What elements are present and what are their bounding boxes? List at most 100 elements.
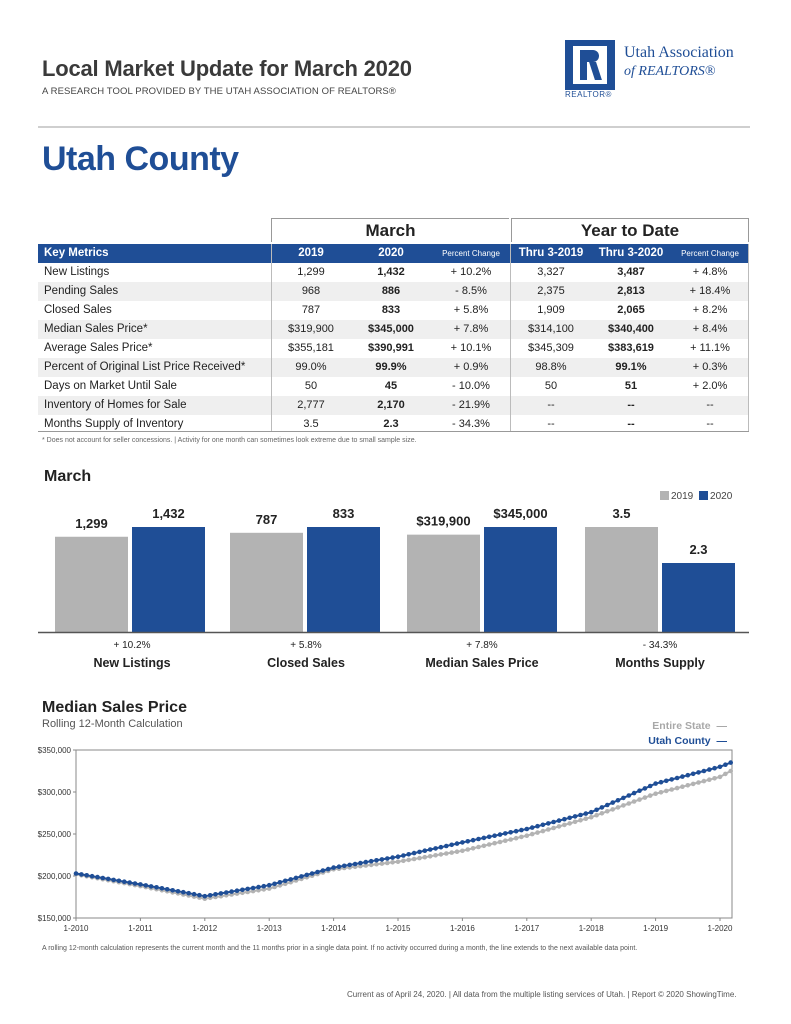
table-cell-m2019: 50 <box>304 380 318 392</box>
x-tick-label: 1-2010 <box>64 924 89 933</box>
x-tick-label: 1-2020 <box>708 924 733 933</box>
series-point <box>583 816 589 821</box>
series-point <box>481 843 487 849</box>
series-point <box>261 883 267 889</box>
series-point <box>277 880 283 885</box>
median-price-line-chart: $150,000 $200,000 $250,000 $300,000 $350,000… <box>38 746 733 933</box>
table-cell-mpct: - 10.0% <box>452 380 490 392</box>
y-tick-label: $300,000 <box>38 788 72 797</box>
series-point <box>621 795 626 801</box>
series-point <box>422 848 428 853</box>
x-tick-label: 1-2015 <box>386 924 411 933</box>
bar-2019 <box>55 536 128 632</box>
logo-name-line1: Utah Association <box>624 44 734 61</box>
series-point <box>331 865 336 870</box>
series-point <box>433 846 438 851</box>
series-point <box>342 863 347 869</box>
series-point <box>449 850 455 855</box>
x-tick-label: 1-2019 <box>643 924 668 933</box>
series-point <box>508 830 513 835</box>
metric-name: Average Sales Price* <box>44 342 153 354</box>
table-cell-m2020: 1,432 <box>377 266 405 278</box>
series-point <box>395 854 401 859</box>
metric-name: Percent of Original List Price Received* <box>44 361 246 373</box>
series-point <box>245 886 250 892</box>
table-cell-mpct: + 10.2% <box>450 266 492 278</box>
series-point <box>647 783 653 789</box>
series-point <box>707 777 712 782</box>
series-point <box>352 861 358 867</box>
series-point <box>524 833 530 838</box>
table-cell-y2019: 3,327 <box>537 266 565 278</box>
bar-2019 <box>230 532 303 632</box>
series-point <box>438 844 444 850</box>
table-header: Key Metrics 2019 2020 Percent Change Thr… <box>38 244 749 263</box>
col-pct-change: Percent Change <box>442 249 500 258</box>
header-divider <box>38 126 750 128</box>
series-point <box>390 855 395 860</box>
table-cell-mpct: + 7.8% <box>453 323 489 335</box>
series-point <box>717 764 723 770</box>
series-point <box>170 888 175 893</box>
series-point <box>100 875 106 881</box>
table-cell-mpct: + 10.1% <box>450 342 492 354</box>
series-point <box>605 802 610 808</box>
series-point <box>159 886 165 891</box>
series-point <box>535 823 540 829</box>
table-cell-m2019: $355,181 <box>288 342 334 354</box>
col-ytd-2020: Thru 3-2020 <box>598 247 664 259</box>
table-cell-m2019: 3.5 <box>303 418 319 430</box>
series-point <box>492 840 497 846</box>
series-point <box>519 827 524 833</box>
bar-2019 <box>585 527 658 632</box>
chart-footnote: A rolling 12-month calculation represent… <box>42 945 638 952</box>
series-point <box>250 885 256 891</box>
march-bar-chart: 1,299 1,432 787 833 $319,900 $345,000 3.5 2.3 <box>38 506 749 634</box>
series-point <box>562 816 567 822</box>
series-point <box>449 842 455 848</box>
table-row: Closed Sales 787 833 + 5.8% 1,909 2,065 + 8.2% <box>38 301 749 320</box>
series-point <box>395 859 401 864</box>
series-point <box>540 822 546 828</box>
series-point <box>723 771 728 777</box>
series-point <box>594 807 599 813</box>
series-point <box>610 807 615 812</box>
bar-value-label: 2.3 <box>689 542 707 557</box>
x-tick-label: 1-2011 <box>128 924 153 933</box>
series-point <box>454 841 460 846</box>
series-point <box>363 859 369 865</box>
table-cell-ypct: + 11.1% <box>690 342 730 354</box>
series-point <box>460 840 465 845</box>
table-row: Inventory of Homes for Sale 2,777 2,170 - 2… <box>38 396 749 415</box>
series-point <box>79 872 84 877</box>
series-point <box>213 892 218 897</box>
series-point <box>615 805 621 810</box>
series-point <box>358 860 363 866</box>
series-point <box>567 821 572 826</box>
series-point <box>578 818 583 823</box>
series-point <box>422 854 428 860</box>
series-point <box>320 868 326 873</box>
bar-pct-change: + 10.2% <box>113 640 151 651</box>
series-point <box>540 828 546 834</box>
table-cell-y2019: $314,100 <box>528 323 574 335</box>
series-point <box>427 847 433 852</box>
series-point <box>712 776 717 781</box>
col-ytd-pct-change: Percent Change <box>681 249 739 258</box>
series-point <box>164 887 170 892</box>
series-point <box>631 790 637 796</box>
series-point <box>637 797 642 802</box>
series-point <box>556 818 562 823</box>
series-point <box>690 781 696 787</box>
series-point <box>224 890 229 895</box>
series-point <box>143 883 149 888</box>
series-point <box>406 852 412 857</box>
table-cell-ypct: + 18.4% <box>689 285 731 297</box>
bar-2020 <box>484 527 557 632</box>
x-tick-label: 1-2012 <box>192 924 217 933</box>
series-point <box>529 831 535 837</box>
series-point <box>363 863 369 868</box>
table-cell-m2020: 45 <box>384 380 398 392</box>
series-point <box>664 788 669 794</box>
series-point <box>256 888 261 893</box>
